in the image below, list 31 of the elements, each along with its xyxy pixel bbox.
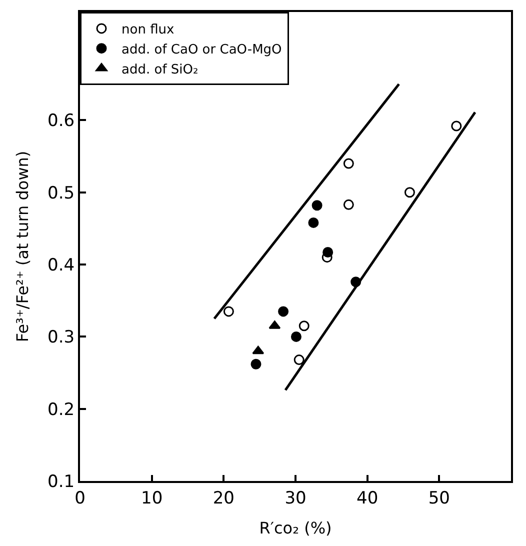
point [343,199,354,210]
legend-label: add. of SiO₂ [122,62,198,78]
point [308,217,319,228]
x-tick-label: 0 [74,488,86,508]
point [312,200,322,211]
point [250,358,262,370]
point [223,306,234,317]
point [298,320,310,332]
legend-label: non flux [122,22,174,38]
point [290,331,302,342]
point [294,354,304,366]
y-tick-label: 0.1 [48,472,75,492]
x-tick-label: 30 [284,488,306,508]
x-tick-label: 40 [356,488,378,508]
point [278,306,289,317]
y-tick-label: 0.6 [48,111,75,132]
point [252,346,264,354]
x-tick-label: 50 [428,488,450,508]
y-tick-label: 0.2 [48,400,75,420]
x-tick-label: 10 [141,488,163,508]
point [343,158,354,169]
x-axis-title: R′co₂ (%) [259,518,332,538]
point [404,187,415,198]
y-tick-label: 0.4 [48,255,75,276]
y-tick-label: 0.3 [48,328,75,348]
point [451,120,462,132]
y-axis-title: Fe³⁺/Fe²⁺ (at turn down) [12,150,32,342]
point [322,247,334,258]
legend-label: add. of CaO or CaO-MgO [122,42,282,58]
y-tick-label: 0.5 [48,183,75,204]
x-tick-label: 20 [212,488,234,508]
